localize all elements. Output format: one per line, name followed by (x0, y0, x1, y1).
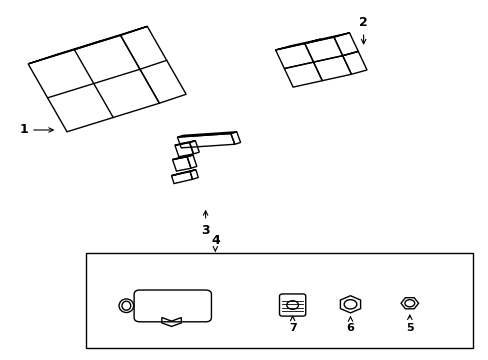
Text: 6: 6 (346, 317, 354, 333)
Text: 1: 1 (20, 123, 53, 136)
Text: 2: 2 (359, 16, 367, 44)
Text: 4: 4 (210, 234, 219, 251)
Text: 5: 5 (405, 315, 413, 333)
Bar (86, 253, 472, 348)
Text: 3: 3 (201, 211, 209, 237)
Text: 7: 7 (288, 316, 296, 333)
